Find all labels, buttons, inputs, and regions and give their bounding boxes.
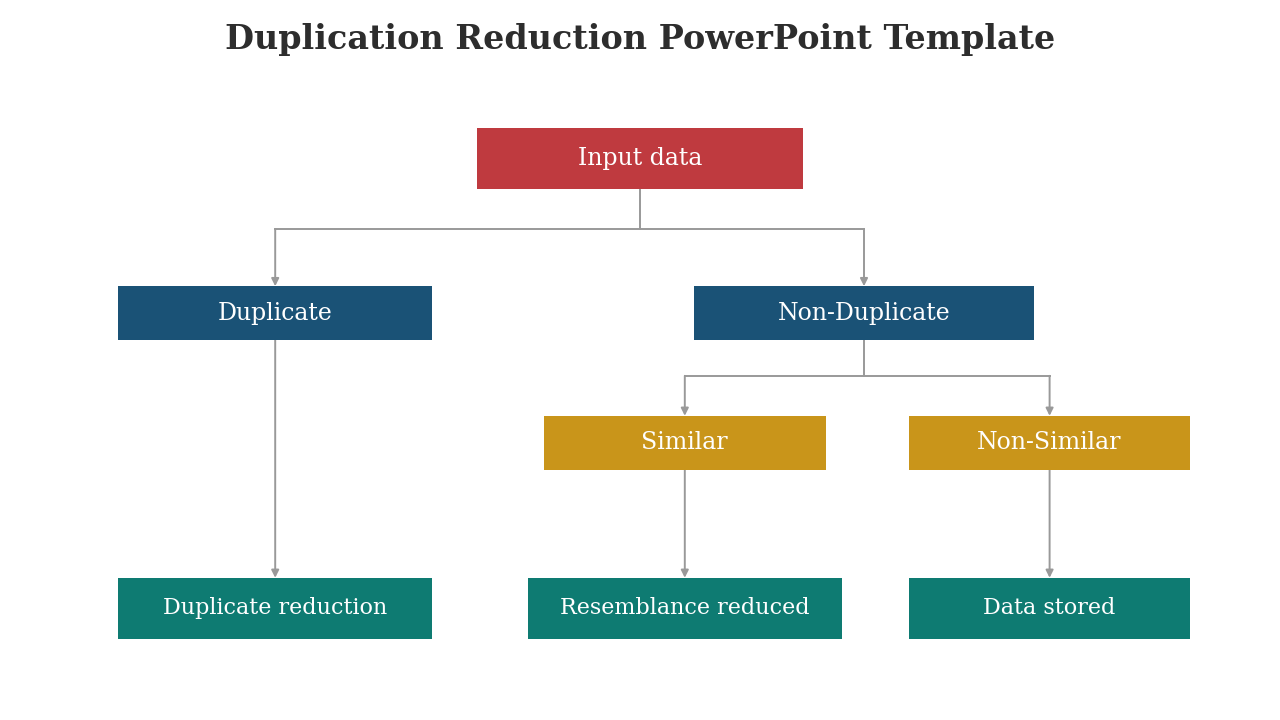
Text: Non-Duplicate: Non-Duplicate — [778, 302, 950, 325]
Text: Duplicate: Duplicate — [218, 302, 333, 325]
Text: Input data: Input data — [577, 147, 703, 170]
Text: Data stored: Data stored — [983, 598, 1116, 619]
FancyBboxPatch shape — [909, 577, 1190, 639]
FancyBboxPatch shape — [909, 415, 1190, 469]
FancyBboxPatch shape — [529, 577, 842, 639]
FancyBboxPatch shape — [119, 287, 433, 341]
FancyBboxPatch shape — [477, 127, 804, 189]
Text: Similar: Similar — [641, 431, 728, 454]
Text: Duplicate reduction: Duplicate reduction — [163, 598, 388, 619]
FancyBboxPatch shape — [119, 577, 433, 639]
Text: Resemblance reduced: Resemblance reduced — [559, 598, 810, 619]
FancyBboxPatch shape — [694, 287, 1034, 341]
Text: Duplication Reduction PowerPoint Template: Duplication Reduction PowerPoint Templat… — [225, 23, 1055, 56]
FancyBboxPatch shape — [544, 415, 826, 469]
Text: Non-Similar: Non-Similar — [978, 431, 1121, 454]
